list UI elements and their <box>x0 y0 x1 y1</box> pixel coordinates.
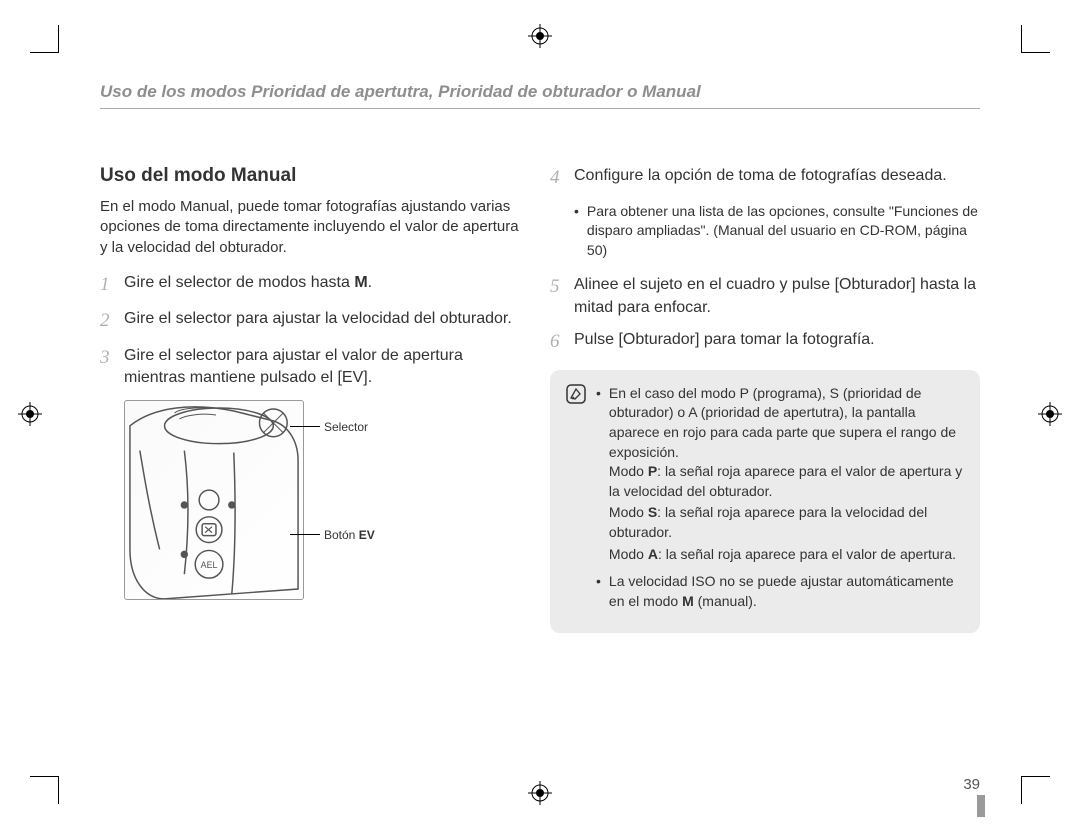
step-number: 4 <box>550 165 564 192</box>
diagram-callout-ev: Botón EV <box>324 528 444 542</box>
diagram-selector-label: Selector <box>324 420 368 434</box>
step-text: Alinee el sujeto en el cuadro y pulse [O… <box>574 274 980 319</box>
step-number: 2 <box>100 308 114 335</box>
page-tab-mark <box>977 795 985 817</box>
page-number: 39 <box>963 776 980 793</box>
section-intro: En el modo Manual, puede tomar fotografí… <box>100 197 520 258</box>
step-sublist: Para obtener una lista de las opciones, … <box>574 202 980 261</box>
registration-mark-icon <box>528 781 552 805</box>
camera-illustration-icon: AEL <box>125 401 303 599</box>
note-item: En el caso del modo P (programa), S (pri… <box>596 384 964 566</box>
svg-text:AEL: AEL <box>201 560 218 570</box>
step-number: 6 <box>550 329 564 356</box>
note-subline: Modo P: la señal roja aparece para el va… <box>609 462 964 501</box>
step-text: Configure la opción de toma de fotografí… <box>574 165 980 192</box>
step-text: Pulse [Obturador] para tomar la fotograf… <box>574 329 980 356</box>
note-box: En el caso del modo P (programa), S (pri… <box>550 370 980 634</box>
step-item: 4 Configure la opción de toma de fotograf… <box>550 165 980 192</box>
note-subline: Modo S: la señal roja aparece para la ve… <box>609 503 964 542</box>
step-item: 2 Gire el selector para ajustar la veloci… <box>100 308 520 335</box>
note-icon <box>566 384 586 404</box>
camera-diagram: AEL Selector Botón EV <box>124 400 484 600</box>
breadcrumb: Uso de los modos Prioridad de apertutra,… <box>100 82 980 109</box>
steps-list-left: 1 Gire el selector de modos hasta M. 2 Gire… <box>100 272 520 390</box>
step-item: 5Alinee el sujeto en el cuadro y pulse [… <box>550 274 980 319</box>
note-item: La velocidad ISO no se puede ajustar aut… <box>596 572 964 611</box>
steps-list-right: 4 Configure la opción de toma de fotograf… <box>550 165 980 356</box>
registration-mark-icon <box>1038 402 1062 426</box>
diagram-ev-label-prefix: Botón <box>324 528 359 542</box>
registration-mark-icon <box>18 402 42 426</box>
registration-mark-icon <box>528 24 552 48</box>
step-text: Gire el selector de modos hasta M. <box>124 272 520 299</box>
note-subline: Modo A: la señal roja aparece para el va… <box>609 545 964 565</box>
note-lead: La velocidad ISO no se puede ajustar aut… <box>609 572 964 611</box>
step-item: 3Gire el selector para ajustar el valor … <box>100 345 520 390</box>
diagram-callout-selector: Selector <box>324 420 444 434</box>
step-text: Gire el selector para ajustar el valor d… <box>124 345 520 390</box>
diagram-ev-label-bold: EV <box>359 528 375 542</box>
step-text: Gire el selector para ajustar la velocid… <box>124 308 520 335</box>
step-item: 1 Gire el selector de modos hasta M. <box>100 272 520 299</box>
note-lead: En el caso del modo P (programa), S (pri… <box>609 384 964 462</box>
step-number: 1 <box>100 272 114 299</box>
step-number: 3 <box>100 345 114 390</box>
step-number: 5 <box>550 274 564 319</box>
step-sublist-item: Para obtener una lista de las opciones, … <box>574 202 980 261</box>
section-title: Uso del modo Manual <box>100 165 520 187</box>
step-item: 6 Pulse [Obturador] para tomar la fotogra… <box>550 329 980 356</box>
